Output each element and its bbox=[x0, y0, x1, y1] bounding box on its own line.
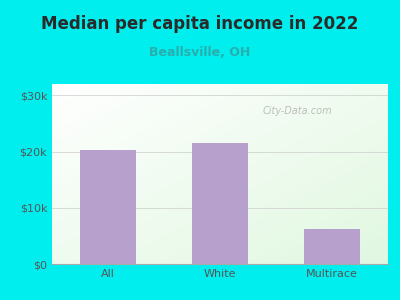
Bar bbox=[192, 143, 248, 264]
Text: Beallsville, OH: Beallsville, OH bbox=[149, 46, 251, 59]
Text: Median per capita income in 2022: Median per capita income in 2022 bbox=[41, 15, 359, 33]
Bar bbox=[80, 150, 136, 264]
Text: City-Data.com: City-Data.com bbox=[262, 106, 332, 116]
Bar bbox=[304, 229, 360, 264]
